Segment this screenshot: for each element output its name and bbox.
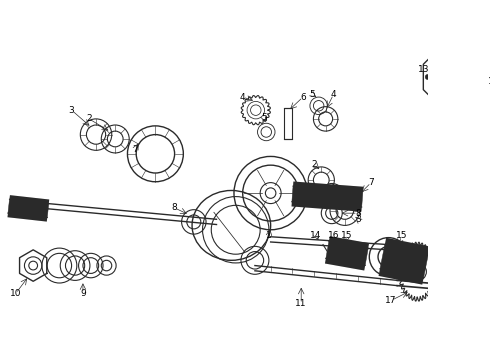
Circle shape [451,100,457,106]
Text: 9: 9 [80,289,86,298]
Text: 5: 5 [310,90,316,99]
Circle shape [451,48,457,53]
Circle shape [433,56,438,61]
Circle shape [470,93,475,98]
Text: 4: 4 [240,93,245,102]
Text: 5: 5 [261,113,267,122]
Text: 15: 15 [396,231,407,240]
Text: 8: 8 [355,209,361,218]
Text: 13: 13 [417,66,429,75]
Bar [284,108,293,139]
Text: 1: 1 [266,231,272,240]
Text: 2: 2 [312,160,317,169]
Circle shape [433,93,438,98]
Circle shape [425,75,430,80]
Text: 4: 4 [331,90,336,99]
Text: 3: 3 [355,215,361,224]
Text: 12: 12 [488,77,490,86]
Text: 7: 7 [368,178,374,187]
Text: 17: 17 [385,296,397,305]
Text: 6: 6 [300,93,306,102]
Text: 14: 14 [310,230,322,239]
Circle shape [478,75,483,80]
Text: 16: 16 [328,230,339,239]
Text: 3: 3 [69,105,74,114]
Text: 7: 7 [132,145,138,154]
Circle shape [470,56,475,61]
Text: 15: 15 [341,230,352,239]
Text: 2: 2 [86,114,92,123]
Text: 8: 8 [172,203,177,212]
Text: 10: 10 [10,289,22,298]
Text: 11: 11 [295,300,307,309]
